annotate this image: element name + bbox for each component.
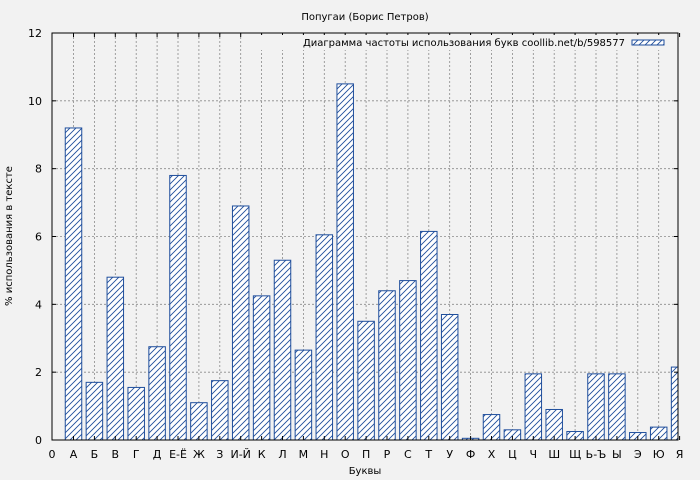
x-tick-label: Б [91, 448, 99, 461]
x-tick-label: О [341, 448, 350, 461]
x-tick-label: П [362, 448, 370, 461]
chart-title: Попугаи (Борис Петров) [301, 12, 428, 23]
x-tick-label: Т [424, 448, 432, 461]
bar-К [252, 295, 271, 440]
bar-О [336, 83, 354, 440]
legend-swatch [631, 39, 665, 46]
x-tick-label: Г [133, 448, 140, 461]
x-tick-label: Ж [193, 448, 205, 461]
x-tick-label: Е-Ё [169, 448, 187, 461]
x-tick-label: И-Й [230, 448, 250, 461]
y-axis-label: % использования в тексте [4, 166, 15, 306]
x-axis-label: Буквы [349, 466, 382, 477]
x-tick-label: З [216, 448, 223, 461]
x-tick-label: М [299, 448, 309, 461]
bar-М [294, 349, 313, 440]
y-tick-label: 12 [28, 27, 42, 40]
y-tick-label: 6 [35, 231, 42, 244]
legend-label: Диаграмма частоты использования букв coo… [303, 38, 625, 49]
bar-П [357, 320, 375, 440]
bar-Х [482, 414, 501, 440]
x-tick-label: Ч [530, 448, 538, 461]
bar-З [211, 380, 229, 440]
bar-Ы [608, 373, 626, 440]
bar-Я [670, 366, 678, 440]
x-tick-label: Э [634, 448, 642, 461]
bar-Ш [545, 408, 563, 440]
x-tick-label: В [112, 448, 120, 461]
x-tick-label: Ы [612, 448, 622, 461]
bar-Ц [503, 429, 522, 440]
x-tick-label: Х [488, 448, 496, 461]
bar-Щ [566, 431, 584, 440]
x-tick-label: У [446, 448, 453, 461]
bar-Н [315, 234, 334, 440]
x-tick-label: Ц [508, 448, 517, 461]
bar-В [106, 276, 125, 440]
bar-С [399, 280, 417, 440]
bar-Л [273, 259, 292, 440]
x-tick-label: Ш [548, 448, 560, 461]
y-axis: 0 2 4 6 8 10 12 [28, 27, 678, 447]
y-tick-label: 0 [35, 434, 42, 447]
x-tick-label: А [70, 448, 78, 461]
x-tick-label: К [258, 448, 266, 461]
bar-Г [127, 386, 145, 440]
x-tick-label: Д [153, 448, 162, 461]
x-tick-label: Я [676, 448, 684, 461]
bar-Ь-Ъ [587, 373, 605, 440]
legend-box [242, 35, 674, 50]
bar-Ж [190, 402, 208, 440]
bar-Б [85, 381, 104, 440]
x-tick-label: Ю [653, 448, 665, 461]
bar-У [440, 314, 459, 440]
y-tick-label: 4 [35, 298, 42, 311]
bar-Д [148, 346, 166, 440]
y-tick-label: 2 [35, 366, 42, 379]
bar-Р [378, 290, 396, 440]
bar-Е-Ё [169, 174, 187, 440]
x-tick-label: Р [384, 448, 391, 461]
x-tick-label: С [404, 448, 412, 461]
legend: Диаграмма частоты использования букв coo… [242, 35, 674, 50]
bar-И-Й [231, 205, 250, 440]
y-tick-label: 8 [35, 163, 42, 176]
bar-А [64, 127, 83, 440]
x-tick-label: Ф [466, 448, 475, 461]
x-axis: 0 А Б В Г Д Е-Ё Ж З И-Й К Л М Н О П Р С Т У Ф Х Ц Ч Ш Щ Ь-Ъ Ы Э Ю Я [49, 33, 684, 461]
x-tick-label: Н [320, 448, 328, 461]
bars [64, 83, 678, 440]
bar-Ч [524, 373, 543, 440]
y-tick-label: 10 [28, 95, 42, 108]
x-tick-label: Щ [569, 448, 581, 461]
x-tick-label: Л [278, 448, 286, 461]
x-tick-label: 0 [49, 448, 56, 461]
bar-Т [420, 230, 438, 440]
x-tick-label: Ь-Ъ [586, 448, 607, 461]
